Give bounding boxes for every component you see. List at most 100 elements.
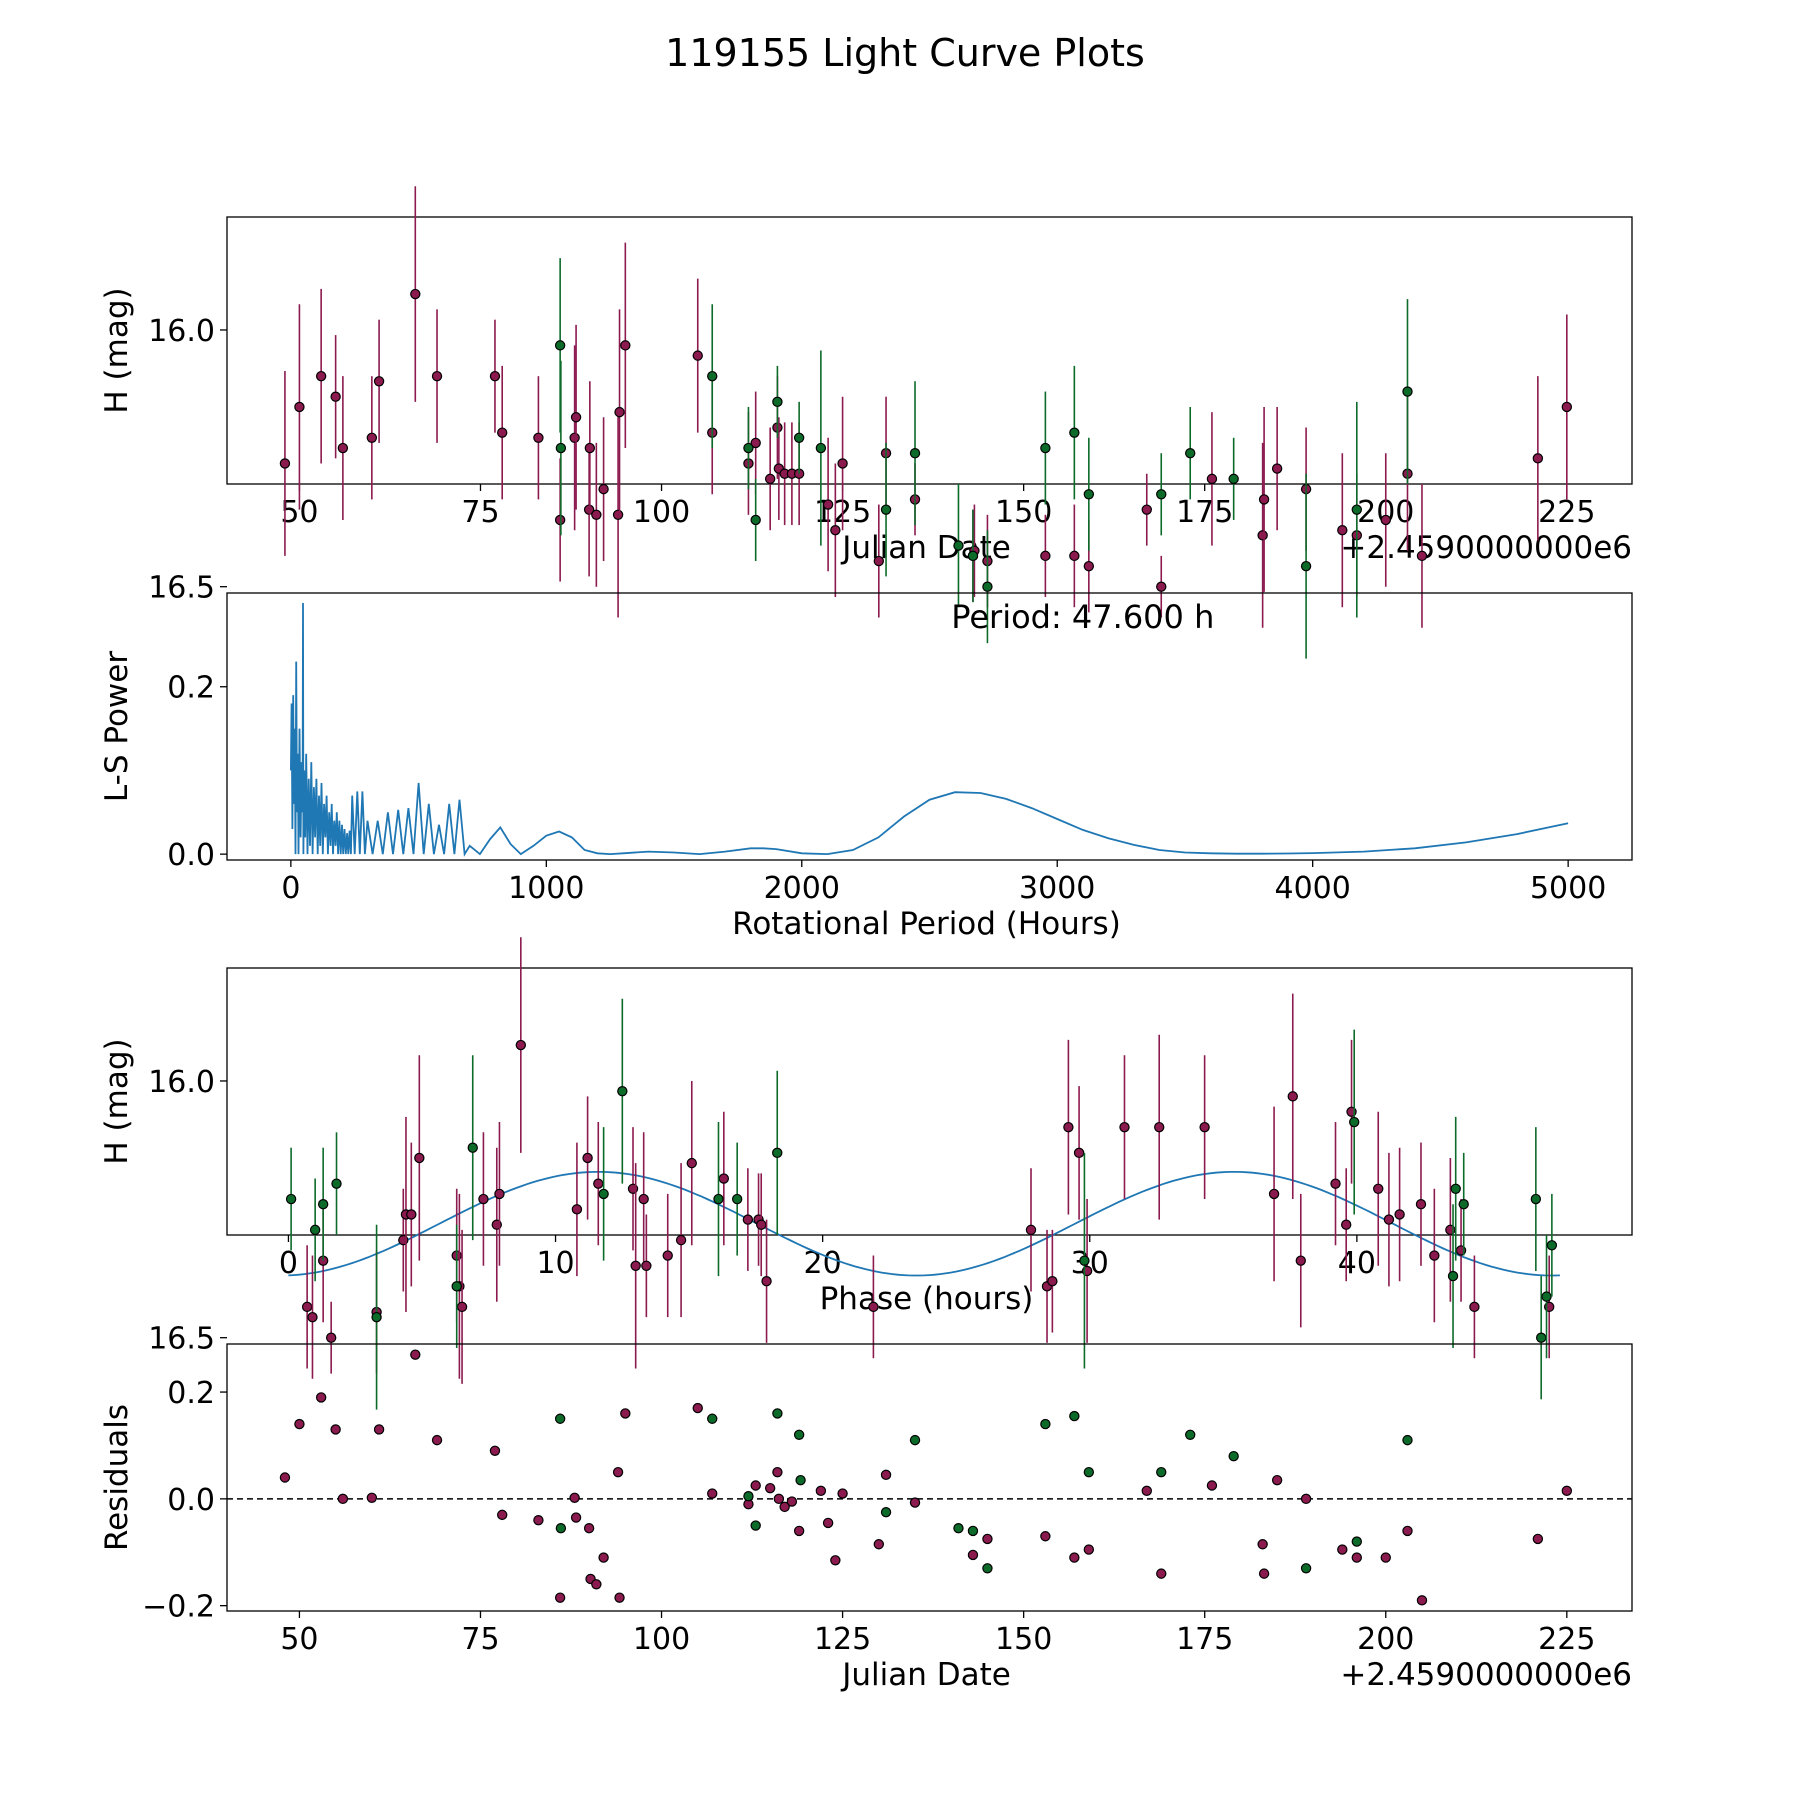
phased-point-magenta	[478, 1193, 489, 1205]
residuals-point-magenta	[315, 1392, 327, 1403]
residuals-point-magenta	[279, 1472, 291, 1483]
residuals-point-magenta	[337, 1493, 349, 1505]
residuals-point-magenta	[880, 1469, 892, 1481]
lightcurve-point-magenta	[1257, 530, 1268, 541]
residuals-point-magenta	[330, 1424, 341, 1435]
residuals-point-magenta	[1532, 1533, 1544, 1545]
residuals-point-magenta	[366, 1492, 378, 1503]
residuals-point-magenta	[294, 1418, 305, 1430]
residuals-point-magenta	[909, 1497, 921, 1508]
lightcurve-point-green	[909, 447, 921, 459]
phased-point-magenta	[1287, 1091, 1298, 1102]
lightcurve-point-magenta	[764, 473, 776, 485]
periodogram-ytick-label: 0.0	[167, 838, 215, 873]
residuals-point-magenta	[967, 1549, 979, 1561]
residuals-point-green	[750, 1520, 761, 1531]
residuals-point-magenta	[410, 1349, 421, 1360]
residuals-point-green	[795, 1474, 806, 1486]
phased-point-green	[371, 1311, 382, 1323]
residuals-point-green	[1156, 1466, 1167, 1478]
residuals-point-magenta	[554, 1592, 566, 1603]
lightcurve-y-axis-label: H (mag)	[99, 287, 135, 413]
residuals-axes-frame	[226, 1343, 1633, 1612]
periodogram-power-line	[290, 602, 1569, 857]
phased-point-magenta	[325, 1332, 337, 1343]
phased-point-magenta	[756, 1219, 767, 1230]
phased-point-green	[451, 1281, 462, 1292]
phased-point-magenta	[1340, 1219, 1352, 1230]
phased-point-magenta	[515, 1039, 527, 1051]
phased-xtick-label: 10	[536, 1246, 574, 1281]
phased-point-magenta	[1295, 1255, 1306, 1266]
periodogram-xtick-label: 2000	[764, 871, 840, 906]
residuals-point-magenta	[1271, 1474, 1283, 1486]
phased-point-green	[1458, 1198, 1469, 1210]
phased-point-magenta	[1383, 1214, 1395, 1225]
phased-point-magenta	[675, 1234, 687, 1246]
residuals-point-green	[1185, 1429, 1196, 1440]
phased-point-magenta	[761, 1276, 772, 1287]
residuals-point-magenta	[612, 1466, 624, 1478]
lightcurve-point-green	[793, 432, 805, 443]
phased-point-magenta	[1073, 1147, 1085, 1159]
phased-point-magenta	[1330, 1178, 1341, 1189]
residuals-point-magenta	[431, 1434, 443, 1446]
residuals-point-green	[953, 1523, 964, 1534]
phased-point-magenta	[1268, 1188, 1280, 1200]
phased-point-magenta	[571, 1204, 583, 1215]
lightcurve-point-magenta	[315, 370, 327, 382]
residuals-point-green	[793, 1429, 805, 1440]
phased-ytick-label: 16.5	[148, 1322, 215, 1357]
phased-point-magenta	[630, 1260, 641, 1272]
periodogram-xtick-label: 4000	[1275, 871, 1351, 906]
lightcurve-point-magenta	[533, 432, 544, 443]
lightcurve-point-green	[772, 396, 783, 408]
residuals-point-magenta	[1040, 1531, 1051, 1542]
lightcurve-point-magenta	[1083, 560, 1095, 572]
residuals-point-magenta	[1069, 1552, 1080, 1563]
phased-point-green	[1349, 1116, 1360, 1128]
phased-point-magenta	[1154, 1121, 1165, 1133]
residuals-point-magenta	[1206, 1480, 1218, 1491]
residuals-point-magenta	[764, 1482, 776, 1494]
lightcurve-point-magenta	[1416, 550, 1428, 562]
residuals-point-magenta	[591, 1579, 602, 1590]
phased-point-magenta	[718, 1173, 730, 1184]
residuals-ytick-label: 0.0	[167, 1483, 215, 1518]
phased-point-magenta	[1199, 1121, 1210, 1133]
phased-point-magenta	[1429, 1250, 1440, 1261]
residuals-xtick-label: 150	[995, 1622, 1052, 1657]
residuals-point-magenta	[707, 1488, 718, 1499]
residuals-point-green	[554, 1413, 566, 1424]
lightcurve-point-green	[554, 340, 566, 351]
residuals-point-green	[982, 1563, 993, 1574]
residuals-xtick-label: 75	[461, 1622, 499, 1657]
lightcurve-point-magenta	[497, 427, 508, 438]
residuals-point-magenta	[1380, 1552, 1391, 1563]
lightcurve-ytick-label: 16.5	[148, 571, 215, 606]
phased-point-magenta	[638, 1193, 649, 1205]
periodogram-x-axis-label: Rotational Period (Hours)	[732, 906, 1121, 942]
residuals-point-magenta	[373, 1424, 385, 1435]
residuals-point-green	[707, 1413, 718, 1424]
residuals-point-green	[555, 1523, 567, 1534]
phased-ytick-label: 16.0	[148, 1065, 215, 1100]
phased-point-magenta	[686, 1157, 697, 1169]
panel-periodogram: 0 1000 2000 3000 4000 5000 0.0 0.2 Rotational Pe…	[99, 592, 1633, 942]
lightcurve-point-magenta	[1337, 525, 1348, 536]
residuals-point-magenta	[1156, 1568, 1167, 1579]
lightcurve-point-magenta	[614, 406, 625, 418]
lightcurve-ytick-label: 16.0	[148, 314, 215, 349]
phased-point-green	[331, 1178, 342, 1189]
phased-point-magenta	[1119, 1121, 1130, 1133]
lightcurve-point-green	[1156, 489, 1167, 500]
lightcurve-point-green	[707, 370, 718, 382]
periodogram-y-axis-label: L-S Power	[99, 651, 135, 802]
residuals-point-magenta	[773, 1493, 785, 1505]
phased-point-magenta	[593, 1178, 604, 1189]
lightcurve-point-green	[1069, 427, 1080, 438]
lightcurve-point-magenta	[1532, 453, 1544, 464]
lightcurve-point-magenta	[1561, 401, 1573, 413]
